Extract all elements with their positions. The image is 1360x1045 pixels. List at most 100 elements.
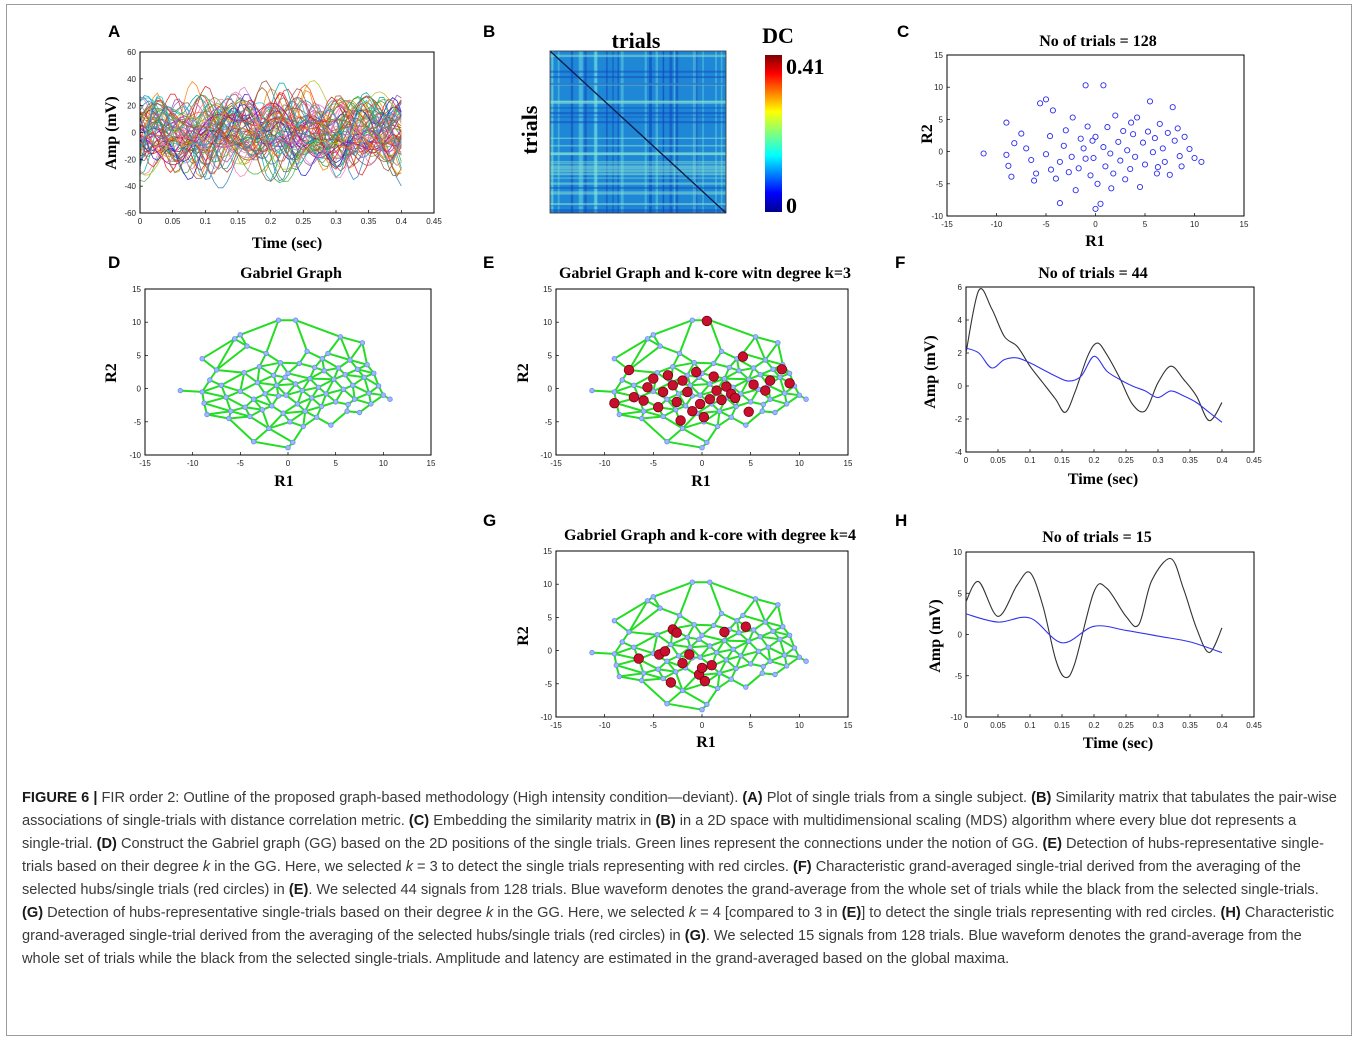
panel-b: B trials trials DC 0.41 0 bbox=[483, 22, 825, 218]
x-tick-label: 0.45 bbox=[426, 217, 442, 226]
graph-node bbox=[736, 630, 742, 636]
graph-node bbox=[664, 439, 670, 445]
graph-node bbox=[784, 401, 790, 407]
x-tick-label: -10 bbox=[187, 459, 199, 468]
graph-node bbox=[631, 644, 637, 650]
trial-point bbox=[1033, 170, 1040, 177]
trial-point bbox=[1060, 142, 1067, 149]
trial-trace bbox=[139, 80, 402, 173]
graph-edge bbox=[354, 398, 372, 405]
graph-node bbox=[723, 657, 729, 663]
graph-node bbox=[750, 365, 757, 371]
y-tick-label: 15 bbox=[543, 547, 552, 556]
trial-point bbox=[1108, 185, 1115, 192]
graph-edge bbox=[243, 365, 260, 374]
graph-node bbox=[738, 391, 744, 397]
graph-edge bbox=[643, 410, 664, 418]
x-tick-label: 5 bbox=[748, 459, 753, 468]
graph-node bbox=[285, 445, 291, 451]
graph-edge bbox=[656, 633, 672, 646]
graph-node bbox=[752, 334, 759, 340]
caption-text-a: Plot of single trials from a single subj… bbox=[762, 790, 1032, 806]
graph-edge bbox=[287, 372, 311, 380]
graph-node bbox=[733, 403, 739, 410]
colorbar-max: 0.41 bbox=[786, 54, 825, 79]
graph-node bbox=[673, 669, 679, 675]
panel-g-letter: G bbox=[483, 511, 496, 530]
matrix-border bbox=[549, 50, 727, 214]
matrix-stripe bbox=[550, 76, 726, 79]
graph-node bbox=[644, 336, 651, 342]
graph-edge bbox=[772, 630, 790, 637]
graph-node bbox=[350, 382, 356, 388]
graph-edge bbox=[216, 369, 245, 374]
x-tick-label: -10 bbox=[599, 721, 611, 730]
x-tick-label: 0 bbox=[964, 456, 969, 465]
x-tick-label: -5 bbox=[650, 721, 658, 730]
x-tick-label: 0 bbox=[964, 721, 969, 730]
graph-node bbox=[273, 382, 280, 388]
graph-node bbox=[321, 368, 327, 374]
panel-a: A 0 0.05 0.1 0.15 0.2 0.25 0.3 0.35 0.4 0.45 60 40 2… bbox=[103, 22, 442, 252]
hub-node bbox=[729, 392, 741, 404]
x-tick-label: 0.35 bbox=[1182, 456, 1198, 465]
graph-node bbox=[292, 381, 299, 387]
x-tick-label: 0.4 bbox=[396, 217, 408, 226]
graph-node bbox=[354, 366, 361, 372]
graph-edge bbox=[708, 319, 723, 352]
panel-f-ylabel: Amp (mV) bbox=[922, 335, 939, 408]
graph-node bbox=[699, 632, 705, 638]
graph-node bbox=[775, 340, 781, 346]
trial-point bbox=[1122, 176, 1129, 183]
graph-node bbox=[697, 392, 703, 398]
graph-edge bbox=[694, 361, 714, 365]
y-tick-label: 0 bbox=[958, 382, 963, 391]
hub-node bbox=[648, 373, 659, 384]
graph-node bbox=[611, 618, 618, 624]
panel-e-xlabel: R1 bbox=[691, 473, 711, 490]
panel-c-ylabel: R2 bbox=[919, 124, 936, 144]
graph-node bbox=[277, 360, 284, 366]
graph-edge bbox=[628, 345, 661, 371]
y-tick-label: 5 bbox=[548, 351, 553, 360]
trial-point bbox=[1176, 153, 1183, 160]
graph-node bbox=[714, 423, 721, 430]
trial-point bbox=[1062, 127, 1069, 134]
graph-node bbox=[254, 379, 261, 386]
x-tick-label: -10 bbox=[599, 459, 611, 468]
hub-node bbox=[667, 380, 679, 391]
caption-ref-e3: (E) bbox=[841, 905, 862, 921]
x-tick-label: 0.2 bbox=[265, 217, 277, 226]
hub-node bbox=[609, 398, 620, 409]
trial-trace bbox=[139, 84, 402, 176]
graph-node bbox=[772, 409, 778, 416]
graph-edge bbox=[662, 415, 684, 430]
caption-k1: k bbox=[202, 859, 211, 875]
graph-node bbox=[767, 396, 773, 402]
matrix-stripe bbox=[580, 51, 584, 213]
graph-edge bbox=[755, 335, 779, 344]
y-tick-label: 10 bbox=[934, 83, 943, 92]
y-tick-label: 4 bbox=[958, 316, 963, 325]
matrix-stripe bbox=[675, 51, 679, 213]
caption-text-c1: Embedding the similarity matrix in bbox=[429, 813, 656, 829]
graph-node bbox=[616, 411, 622, 418]
x-tick-label: 15 bbox=[844, 459, 853, 468]
trial-point bbox=[1084, 123, 1091, 130]
graph-edge bbox=[682, 427, 708, 444]
graph-node bbox=[309, 395, 315, 401]
caption-ref-h: (H) bbox=[1220, 905, 1241, 921]
panel-f-letter: F bbox=[895, 253, 905, 272]
graph-edge bbox=[249, 415, 270, 430]
graph-node bbox=[619, 639, 625, 645]
caption-k3: k bbox=[486, 905, 494, 921]
hub-node bbox=[665, 677, 677, 688]
graph-node bbox=[679, 687, 686, 694]
graph-node bbox=[750, 627, 757, 633]
hub-node bbox=[760, 385, 771, 396]
trial-trace bbox=[139, 103, 402, 163]
graph-node bbox=[670, 364, 676, 370]
matrix-stripe bbox=[550, 170, 726, 173]
graph-node bbox=[282, 374, 288, 380]
graph-edge bbox=[619, 413, 642, 420]
